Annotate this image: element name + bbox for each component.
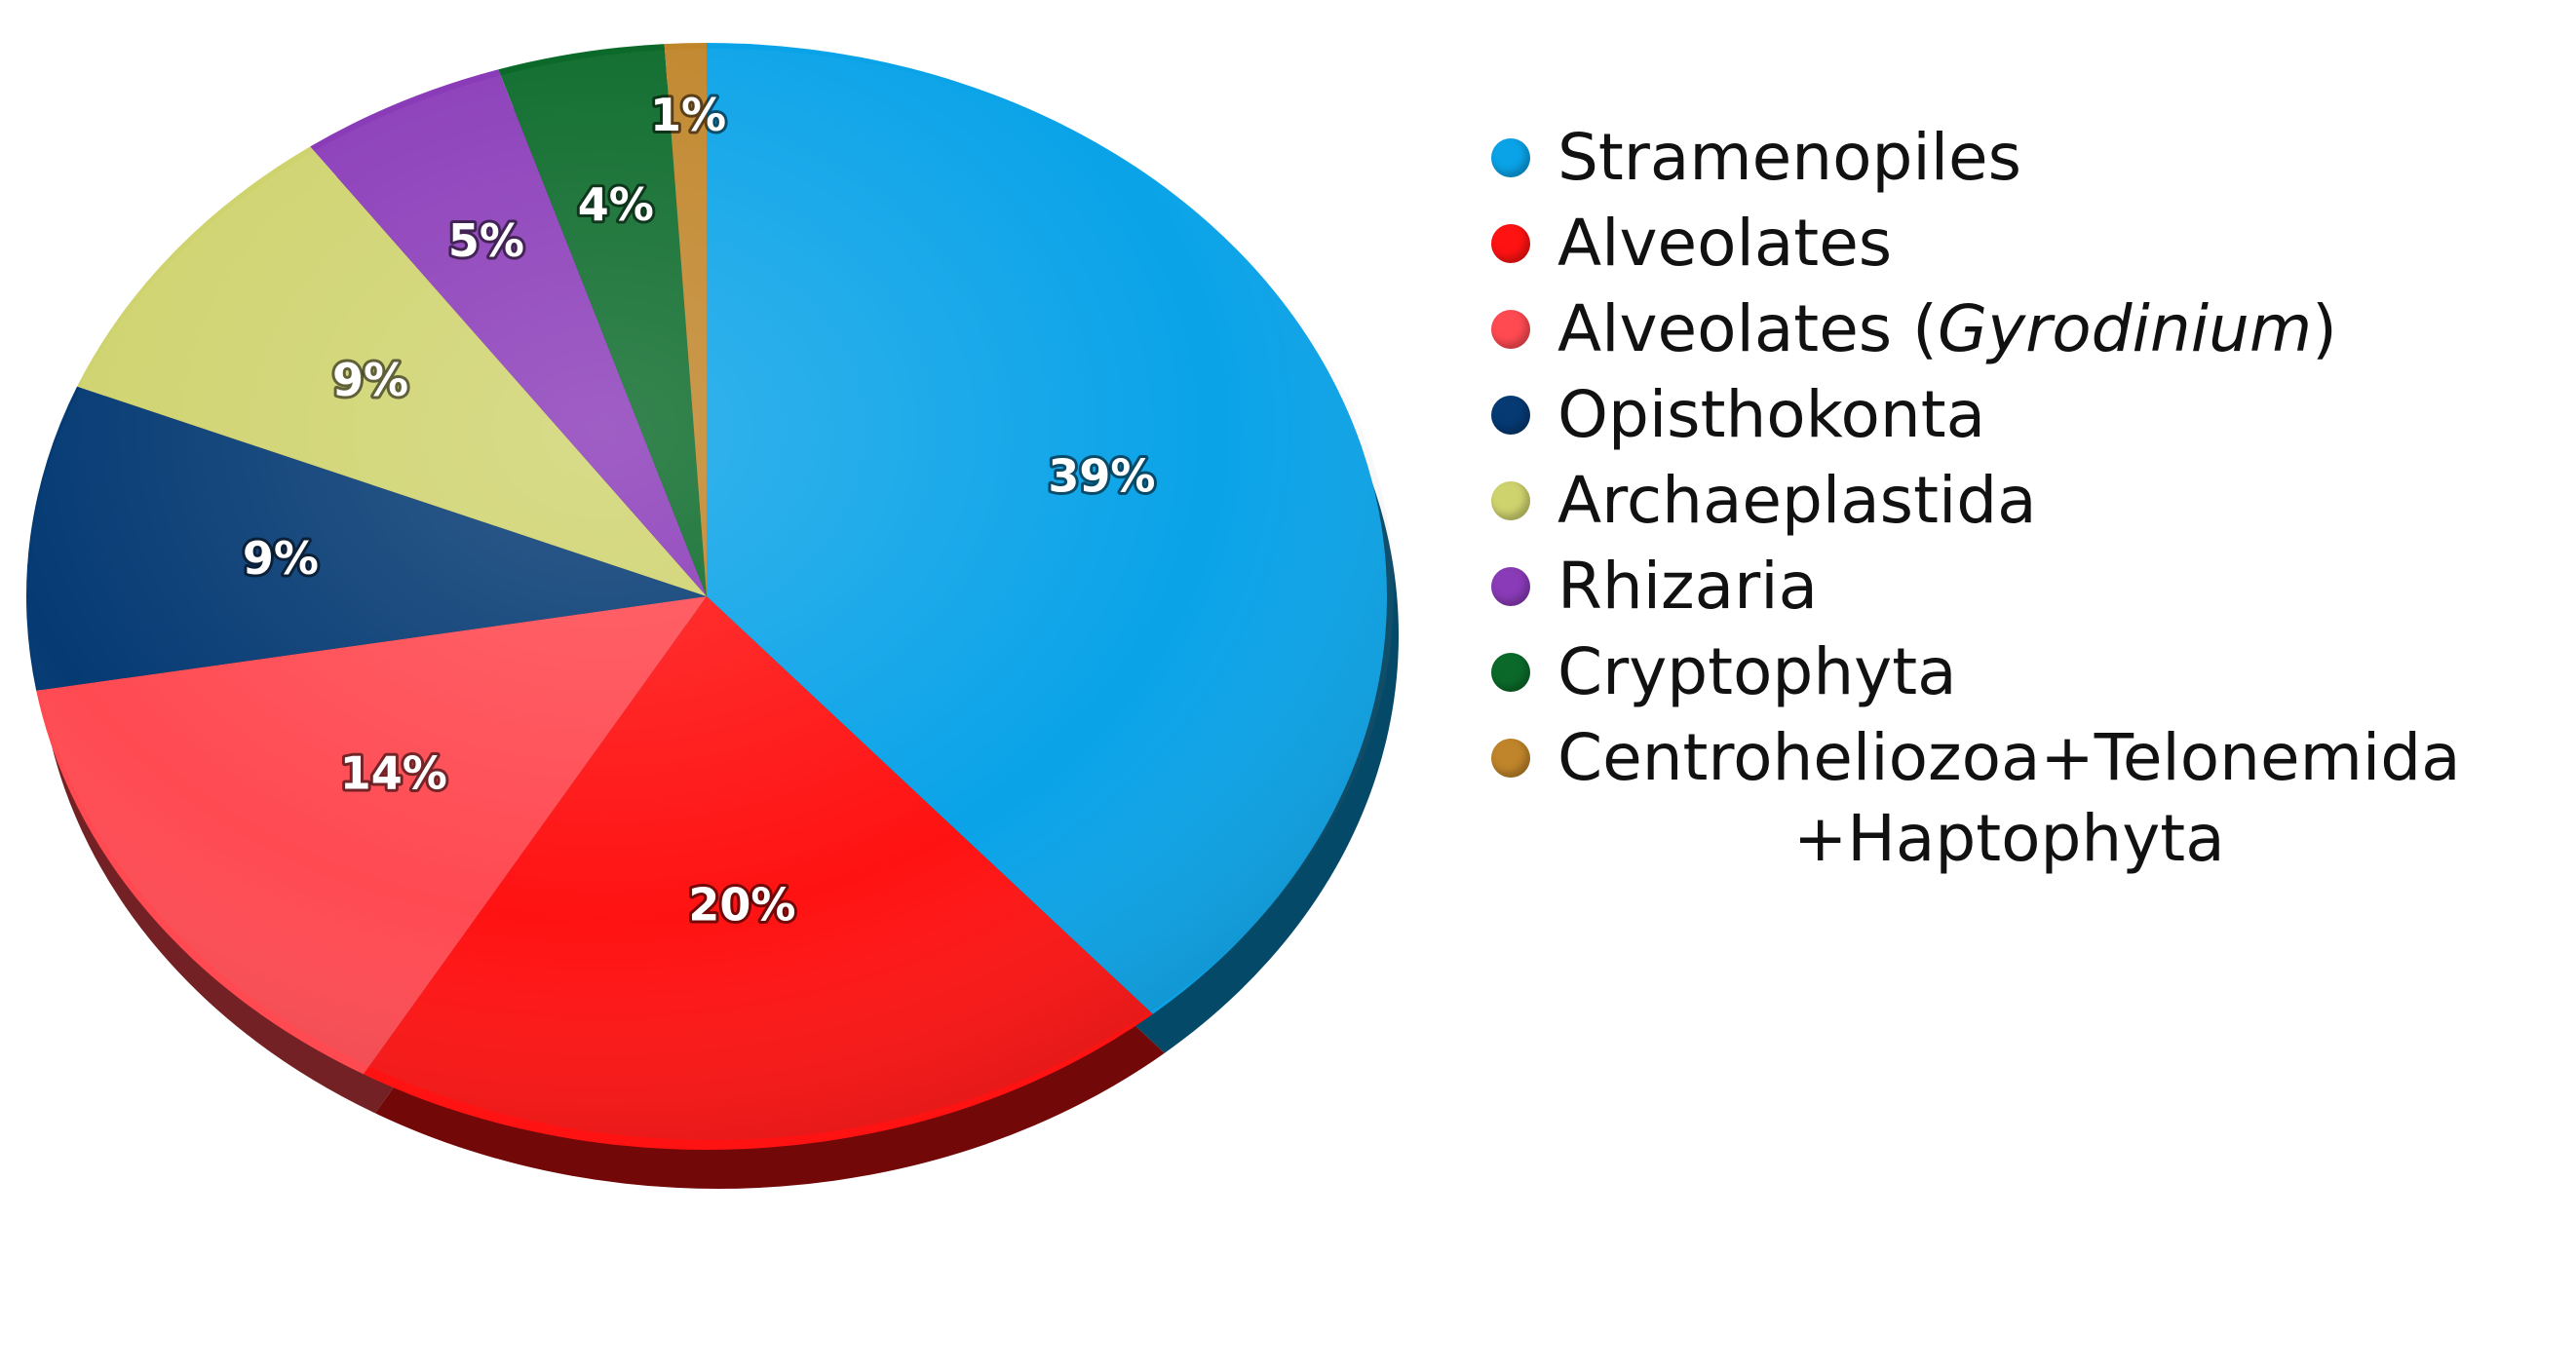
legend-item-rhizaria: Rhizaria xyxy=(1491,544,2563,629)
legend-item-cryptophyta: Cryptophyta xyxy=(1491,629,2563,715)
legend-item-alveolates-gyrodinium: Alveolates (Gyrodinium) xyxy=(1491,286,2563,372)
legend-swatch xyxy=(1491,739,1530,778)
legend-label-italic: Gyrodinium xyxy=(1937,291,2313,366)
pie-slice-label: 4% xyxy=(578,178,654,231)
legend-item-opisthokonta: Opisthokonta xyxy=(1491,372,2563,458)
legend-label: Centroheliozoa+Telonemida xyxy=(1557,720,2461,795)
legend-label: Opisthokonta xyxy=(1557,377,1986,452)
legend-label: Alveolates (Gyrodinium) xyxy=(1557,297,2337,362)
legend-label: Alveolates xyxy=(1557,206,1893,281)
legend-item-alveolates: Alveolates xyxy=(1491,201,2563,286)
legend-swatch xyxy=(1491,653,1530,692)
legend-label-post: ) xyxy=(2312,291,2337,366)
pie-slice-label: 5% xyxy=(448,214,524,267)
pie-slice-label: 20% xyxy=(688,879,795,932)
pie-slice-label: 9% xyxy=(332,354,408,406)
pie-slice-label: 39% xyxy=(1048,450,1155,503)
pie-slice-label: 14% xyxy=(340,746,447,799)
legend-label: Cryptophyta xyxy=(1557,634,1957,709)
pie-slice-label: 1% xyxy=(650,89,726,141)
legend-item-centroheliozoa: Centroheliozoa+Telonemida xyxy=(1491,715,2563,801)
legend-label: Rhizaria xyxy=(1557,549,1819,624)
legend-swatch xyxy=(1491,567,1530,606)
legend-item-stramenopiles: Stramenopiles xyxy=(1491,115,2563,201)
legend-swatch xyxy=(1491,224,1530,263)
legend-label: Archaeplastida xyxy=(1557,463,2037,538)
pie-slice-label: 9% xyxy=(243,532,319,585)
legend-swatch xyxy=(1491,138,1530,177)
legend-label: Stramenopiles xyxy=(1557,120,2022,195)
legend-label-pre: Alveolates ( xyxy=(1557,291,1938,366)
pie-slices xyxy=(26,43,1388,1150)
legend-item-archaeplastida: Archaeplastida xyxy=(1491,458,2563,544)
legend-swatch xyxy=(1491,310,1530,349)
legend-swatch xyxy=(1491,481,1530,520)
legend: Stramenopiles Alveolates Alveolates (Gyr… xyxy=(1491,115,2563,871)
pie-labels: 39% 20% 14% 9% 9% 5% 4% 1% xyxy=(240,86,1159,934)
legend-label-continuation: +Haptophyta xyxy=(1793,801,2225,876)
legend-swatch xyxy=(1491,396,1530,435)
